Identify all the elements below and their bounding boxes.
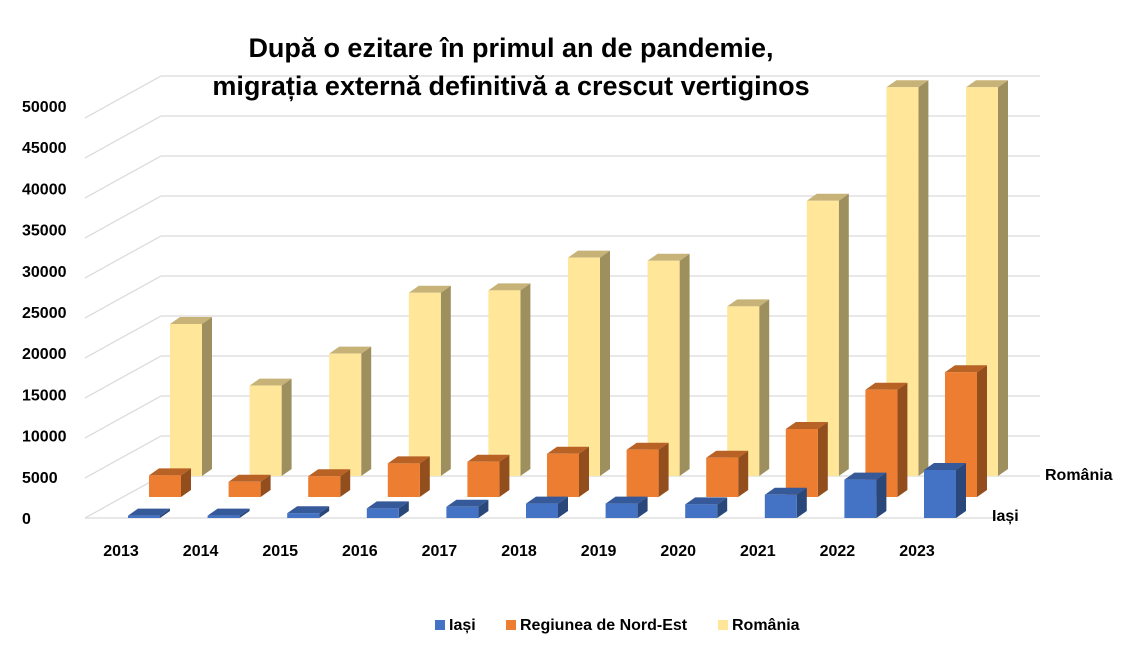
gridline-side-4 xyxy=(84,315,162,359)
gridline-side-9 xyxy=(84,115,162,159)
x-tick-label-2023: 2023 xyxy=(899,543,935,560)
y-tick-label-25000: 25000 xyxy=(22,305,67,322)
bar-regiunea-de-nord-est-2018 xyxy=(547,446,589,497)
bar-romania-2013 xyxy=(170,317,212,476)
bar-regiunea-de-nord-est-2020 xyxy=(706,450,749,497)
bar-romania-2019 xyxy=(647,253,690,476)
bar-regiunea-de-nord-est-2016 xyxy=(387,456,430,497)
bar-regiunea-de-nord-est-2013 xyxy=(149,468,191,497)
bar-iasi-2014 xyxy=(207,508,250,518)
legend-swatch-regiunea-de-nord-est xyxy=(506,620,516,630)
chart-title-line-1: După o ezitare în primul an de pandemie, xyxy=(248,33,773,63)
y-axis-tick-labels: 0 5000 10000 15000 20000 25000 30000 35000 40000… xyxy=(22,99,67,528)
bar-regiunea-de-nord-est-2019 xyxy=(626,442,669,497)
bar-iasi-2017 xyxy=(446,499,489,518)
bar-iasi-2013 xyxy=(128,508,170,518)
bars xyxy=(128,80,1008,518)
y-tick-label-30000: 30000 xyxy=(22,264,67,281)
x-tick-label-2015: 2015 xyxy=(262,543,298,560)
legend-swatch-romania xyxy=(718,620,728,630)
x-axis-tick-labels: 2013 2014 2015 2016 2017 2018 2019 2020 2021 2022… xyxy=(103,543,935,560)
bar-iasi-2022 xyxy=(844,472,887,518)
bar-romania-2020 xyxy=(727,299,770,476)
x-tick-label-2016: 2016 xyxy=(342,543,378,560)
legend-item-romania: România xyxy=(718,617,800,634)
legend-label-romania: România xyxy=(732,617,800,634)
gridline-side-3 xyxy=(84,355,162,399)
bar-romania-2014 xyxy=(249,378,292,476)
legend-label-regiunea-de-nord-est: Regiunea de Nord-Est xyxy=(520,617,688,634)
gridline-side-1 xyxy=(84,435,162,479)
bar-romania-2016 xyxy=(408,285,451,476)
x-tick-label-2018: 2018 xyxy=(501,543,537,560)
bar-regiunea-de-nord-est-2015 xyxy=(308,469,351,497)
bar-iasi-2019 xyxy=(605,496,648,518)
bar-romania-2018 xyxy=(568,250,610,476)
bar-regiunea-de-nord-est-2014 xyxy=(228,474,271,497)
y-tick-label-0: 0 xyxy=(22,511,31,528)
x-tick-label-2020: 2020 xyxy=(660,543,696,560)
x-tick-label-2017: 2017 xyxy=(422,543,458,560)
depth-label-iasi: Iași xyxy=(992,508,1019,525)
x-tick-label-2021: 2021 xyxy=(740,543,776,560)
series-iasi xyxy=(128,463,966,518)
y-tick-label-20000: 20000 xyxy=(22,346,67,363)
gridline-side-8 xyxy=(84,155,162,199)
bar-iasi-2020 xyxy=(685,497,728,518)
x-tick-label-2013: 2013 xyxy=(103,543,139,560)
y-tick-label-10000: 10000 xyxy=(22,429,67,446)
bar-iasi-2023 xyxy=(924,463,966,518)
x-tick-label-2019: 2019 xyxy=(581,543,617,560)
x-tick-label-2014: 2014 xyxy=(183,543,219,560)
y-tick-label-40000: 40000 xyxy=(22,181,67,198)
bar-iasi-2018 xyxy=(526,496,568,518)
y-tick-label-15000: 15000 xyxy=(22,387,67,404)
gridline-side-10 xyxy=(84,75,162,119)
y-tick-label-50000: 50000 xyxy=(22,99,67,116)
bar-romania-2017 xyxy=(488,283,531,476)
legend-item-iasi: Iași xyxy=(435,617,476,634)
chart-title-line-2: migrația externă definitivă a crescut ve… xyxy=(212,71,809,101)
gridline-side-7 xyxy=(84,195,162,239)
gridline-side-2 xyxy=(84,395,162,439)
legend-swatch-iasi xyxy=(435,620,445,630)
gridline-side-0 xyxy=(84,475,162,519)
series-regiunea-de-nord-est xyxy=(149,365,987,497)
bar-romania-2015 xyxy=(329,346,372,476)
legend-item-regiunea-de-nord-est: Regiunea de Nord-Est xyxy=(506,617,688,634)
bar-regiunea-de-nord-est-2017 xyxy=(467,454,510,497)
bar-iasi-2021 xyxy=(764,487,807,518)
y-tick-label-45000: 45000 xyxy=(22,140,67,157)
legend: Iași Regiunea de Nord-Est România xyxy=(435,617,800,634)
bar-regiunea-de-nord-est-2021 xyxy=(785,422,828,497)
gridline-side-5 xyxy=(84,275,162,319)
y-tick-label-5000: 5000 xyxy=(22,470,58,487)
x-tick-label-2022: 2022 xyxy=(820,543,856,560)
bar-iasi-2015 xyxy=(287,506,330,518)
legend-label-iasi: Iași xyxy=(449,617,476,634)
bar-iasi-2016 xyxy=(366,501,409,518)
gridline-side-6 xyxy=(84,235,162,279)
depth-label-romania: România xyxy=(1045,467,1113,484)
y-tick-label-35000: 35000 xyxy=(22,223,67,240)
bar-regiunea-de-nord-est-2023 xyxy=(945,365,987,497)
